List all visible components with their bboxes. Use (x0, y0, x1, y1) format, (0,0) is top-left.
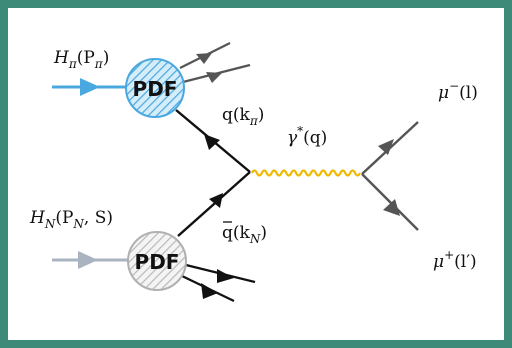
nucleon-pdf-blob: PDF (127, 231, 187, 291)
pion-pdf-blob: PDF (125, 58, 185, 118)
antiquark-label: q(kN) (222, 221, 267, 246)
outgoing-arrow-icon (196, 53, 212, 64)
outgoing-arrow-icon (204, 134, 220, 150)
pion-beam-line (52, 78, 128, 96)
antiquark-line (177, 171, 251, 237)
nucleon-spectator-lines (181, 263, 256, 302)
outgoing-arrow-icon (209, 193, 223, 208)
quark-line (175, 109, 251, 173)
quark-label: q(kπ) (222, 105, 264, 128)
muon-minus-line (361, 121, 419, 175)
pion-pdf-label: PDF (133, 77, 178, 101)
incoming-arrow-icon (80, 78, 100, 96)
outgoing-arrow-icon (217, 269, 234, 283)
nucleon-beam-label: HN(PN, S) (29, 208, 113, 231)
muon-plus-line (361, 173, 419, 231)
pion-beam-label: Hπ(Pπ) (53, 48, 109, 71)
muon-plus-label: μ+(l′) (433, 248, 477, 272)
wavy-photon-icon (251, 169, 361, 177)
outgoing-arrow-icon (383, 199, 400, 216)
photon-label: γ*(q) (287, 124, 327, 148)
nucleon-beam-line (52, 251, 130, 269)
svg-text:q(kN): q(kN) (222, 223, 267, 246)
outgoing-arrow-icon (201, 283, 218, 299)
nucleon-pdf-label: PDF (135, 250, 180, 274)
muon-minus-label: μ−(l) (438, 79, 478, 103)
pdf-blob-icon (127, 231, 187, 291)
outgoing-arrow-icon (378, 139, 394, 155)
pion-spectator-lines (179, 42, 251, 84)
pdf-blob-icon (125, 58, 185, 118)
outgoing-arrow-icon (206, 72, 222, 83)
incoming-arrow-icon (78, 251, 98, 269)
